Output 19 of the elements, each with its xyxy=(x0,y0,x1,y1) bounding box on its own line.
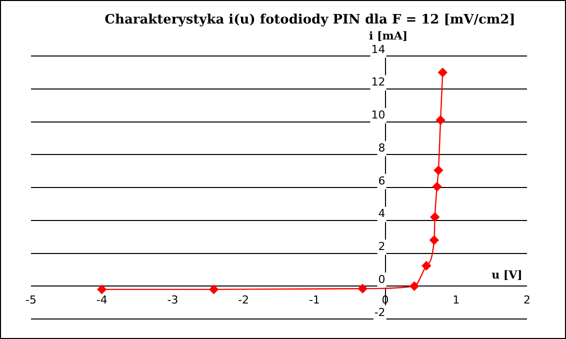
x-tick-label: -3 xyxy=(167,294,178,307)
x-tick-label: 2 xyxy=(524,294,530,307)
x-axis-title: u [V] xyxy=(492,268,522,282)
y-tick-label: 2 xyxy=(378,240,386,254)
y-tick-label: 8 xyxy=(378,141,386,154)
y-tick-label: 10 xyxy=(371,108,386,122)
x-tick-label: -1 xyxy=(308,294,320,307)
y-tick-label: 12 xyxy=(371,76,386,89)
x-tick-label: -4 xyxy=(96,294,108,307)
x-tick-label: -2 xyxy=(238,294,250,307)
y-tick-label: 4 xyxy=(378,207,386,220)
y-axis-title: i [mA] xyxy=(368,29,408,42)
y-tick-label: -2 xyxy=(374,306,386,319)
x-tick-label: -5 xyxy=(26,294,36,307)
x-tick-label: 1 xyxy=(452,294,460,307)
y-tick-label: 0 xyxy=(378,272,386,286)
y-tick-label: 6 xyxy=(378,174,386,188)
chart-title: Charakterystyka i(u) fotodiody PIN dla F = 12 [mV/cm2] xyxy=(104,12,516,28)
y-tick-label: 14 xyxy=(371,42,386,56)
